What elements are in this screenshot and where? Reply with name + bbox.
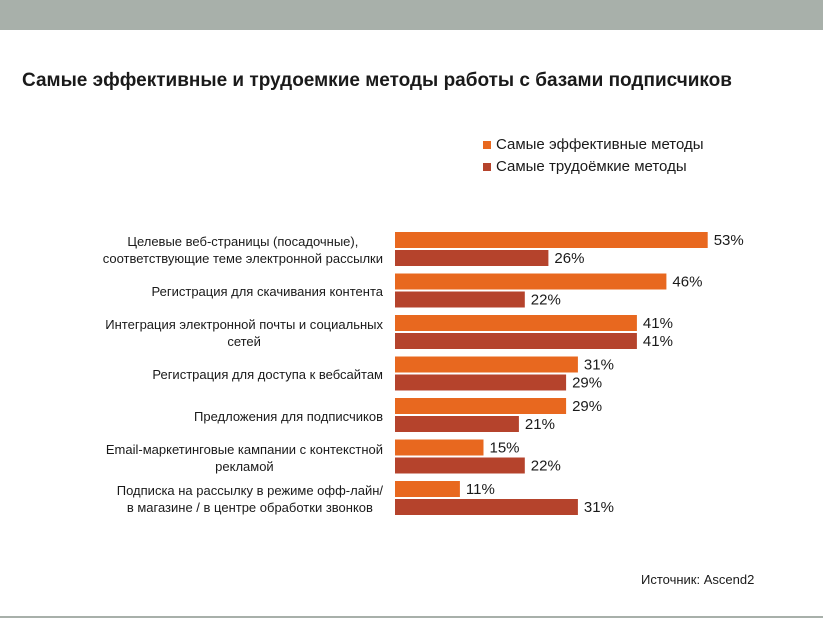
bar [395,333,637,349]
legend-label: Самые трудоёмкие методы [496,158,687,175]
bar [395,232,708,248]
bar [395,291,525,308]
value-label: 21% [525,416,555,433]
value-label: 26% [554,250,584,267]
header-bar [0,0,823,30]
bar [395,457,525,474]
legend-label: Самые эффективные методы [496,136,704,153]
bar [395,439,484,456]
bar [395,356,578,373]
category-text: Предложения для подписчиков [194,408,383,424]
bar [395,374,567,391]
value-label: 41% [643,315,673,332]
value-label: 31% [584,356,614,373]
category-label: Интеграция электронной почты и социальны… [53,316,383,350]
footer-line [0,616,823,618]
bar [395,481,460,497]
category-text: Интеграция электронной почты и социальны… [105,317,383,349]
bar [395,398,567,414]
value-label: 29% [572,398,602,415]
value-label: 41% [643,333,673,350]
category-text: Регистрация для скачивания контента [151,284,383,299]
category-label: Подписка на рассылку в режиме офф-лайн/ … [53,482,383,516]
bar [395,416,519,432]
value-label: 22% [531,457,561,474]
bar [395,315,637,331]
source: Источник: Ascend2 [641,572,755,587]
category-label: Целевые веб-страницы (посадочные), соотв… [53,233,383,267]
bar [395,273,667,290]
value-label: 31% [584,499,614,516]
category-label: Предложения для подписчиков [53,408,383,425]
bar [395,499,578,515]
value-label: 53% [714,232,744,249]
value-label: 15% [490,439,520,456]
value-label: 22% [531,291,561,308]
value-label: 29% [572,374,602,391]
category-text: Целевые веб-страницы (посадочные), соотв… [102,234,383,266]
legend-swatch [483,163,491,171]
category-text: Регистрация для доступа к вебсайтам [152,367,383,382]
chart-title: Самые эффективные и трудоемкие методы ра… [22,70,732,91]
category-text: Email-маркетинговые кампании с контекстн… [105,441,383,474]
category-text: Подписка на рассылку в режиме офф-лайн/ … [116,483,383,515]
category-label: Регистрация для доступа к вебсайтам [53,366,383,383]
value-label: 11% [466,481,495,498]
bar [395,250,549,266]
category-label: Email-маркетинговые кампании с контекстн… [53,441,383,475]
value-label: 46% [672,273,702,290]
legend-swatch [483,141,491,149]
category-label: Регистрация для скачивания контента [53,283,383,300]
